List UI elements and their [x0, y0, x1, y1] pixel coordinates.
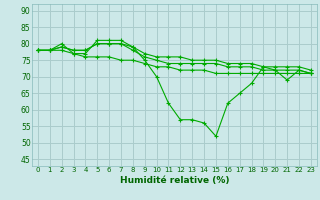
X-axis label: Humidité relative (%): Humidité relative (%)	[120, 176, 229, 185]
